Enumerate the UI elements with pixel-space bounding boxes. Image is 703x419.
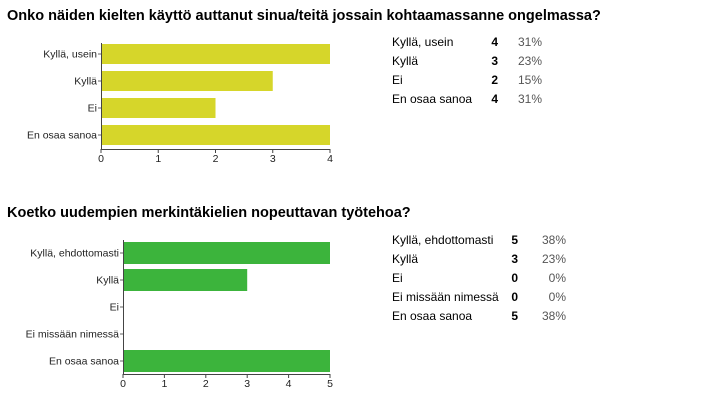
bar — [101, 71, 273, 91]
chart-2-bar-chart: Kyllä, ehdottomasti Kyllä Ei Ei missään nim… — [26, 240, 333, 390]
category-label: Ei — [110, 302, 119, 314]
stats-percent: 38% — [541, 308, 566, 323]
question-2-title: Koetko uudempien merkintäkielien nopeutt… — [7, 205, 411, 221]
x-tick-label: 2 — [203, 378, 209, 390]
bar — [123, 350, 330, 372]
stats-percent: 31% — [517, 34, 542, 49]
x-tick-label: 1 — [155, 153, 161, 165]
stats-percent: 15% — [517, 72, 542, 87]
stats-count: 5 — [511, 232, 518, 247]
x-tick-label: 4 — [286, 378, 292, 390]
stats-table-2: Kyllä, ehdottomasti 5 38% Kyllä 3 23% Ei 0 0% Ei … — [392, 230, 566, 325]
category-label: Kyllä, ehdottomasti — [30, 248, 119, 260]
question-1-title: Onko näiden kielten käyttö auttanut sinu… — [7, 8, 601, 24]
category-label: Ei missään nimessä — [26, 329, 120, 341]
stats-percent: 23% — [541, 251, 566, 266]
stats-label: En osaa sanoa — [392, 308, 473, 323]
bar — [123, 242, 330, 264]
category-label: Kyllä — [74, 76, 97, 88]
stats-count: 5 — [511, 308, 518, 323]
stats-count: 4 — [491, 91, 498, 106]
stats-percent: 0% — [548, 270, 566, 285]
stats-label: En osaa sanoa — [392, 91, 473, 106]
stats-percent: 31% — [517, 91, 542, 106]
stats-row: Ei 2 15% — [392, 70, 542, 89]
bar — [101, 98, 216, 118]
stats-row: Kyllä, ehdottomasti 5 38% — [392, 230, 566, 249]
stats-label: Ei — [392, 72, 403, 87]
stats-count: 3 — [491, 53, 498, 68]
x-tick-label: 2 — [213, 153, 219, 165]
x-tick-label: 0 — [98, 153, 104, 165]
category-label: Ei — [88, 103, 97, 115]
x-tick-label: 0 — [120, 378, 126, 390]
stats-label: Ei missään nimessä — [392, 289, 499, 304]
bar — [101, 125, 330, 145]
stats-percent: 23% — [517, 53, 542, 68]
stats-count: 0 — [511, 270, 518, 285]
stats-row: Kyllä 3 23% — [392, 249, 566, 268]
stats-count: 0 — [511, 289, 518, 304]
stats-row: Ei 0 0% — [392, 268, 566, 287]
stats-row: En osaa sanoa 5 38% — [392, 306, 566, 325]
category-label: Kyllä, usein — [43, 49, 97, 61]
stats-label: Ei — [392, 270, 403, 285]
category-label: Kyllä — [96, 275, 119, 287]
bar — [123, 269, 248, 291]
stats-count: 3 — [511, 251, 518, 266]
stats-label: Kyllä — [392, 53, 419, 68]
stats-row: En osaa sanoa 4 31% — [392, 89, 542, 108]
x-tick-label: 3 — [270, 153, 276, 165]
category-label: En osaa sanoa — [27, 130, 97, 142]
stats-row: Kyllä 3 23% — [392, 51, 542, 70]
stats-table-1: Kyllä, usein 4 31% Kyllä 3 23% Ei 2 15% En osaa s… — [392, 32, 542, 108]
stats-percent: 0% — [548, 289, 566, 304]
bar — [101, 44, 330, 64]
x-tick-label: 4 — [327, 153, 333, 165]
x-tick-label: 5 — [327, 378, 333, 390]
stats-row: Ei missään nimessä 0 0% — [392, 287, 566, 306]
x-tick-label: 1 — [161, 378, 167, 390]
x-tick-label: 3 — [244, 378, 250, 390]
stats-label: Kyllä, usein — [392, 34, 454, 49]
category-label: En osaa sanoa — [49, 356, 119, 368]
stats-label: Kyllä — [392, 251, 419, 266]
stats-label: Kyllä, ehdottomasti — [392, 232, 494, 247]
stats-row: Kyllä, usein 4 31% — [392, 32, 542, 51]
stats-count: 2 — [491, 72, 498, 87]
stats-percent: 38% — [541, 232, 566, 247]
stats-count: 4 — [491, 34, 498, 49]
